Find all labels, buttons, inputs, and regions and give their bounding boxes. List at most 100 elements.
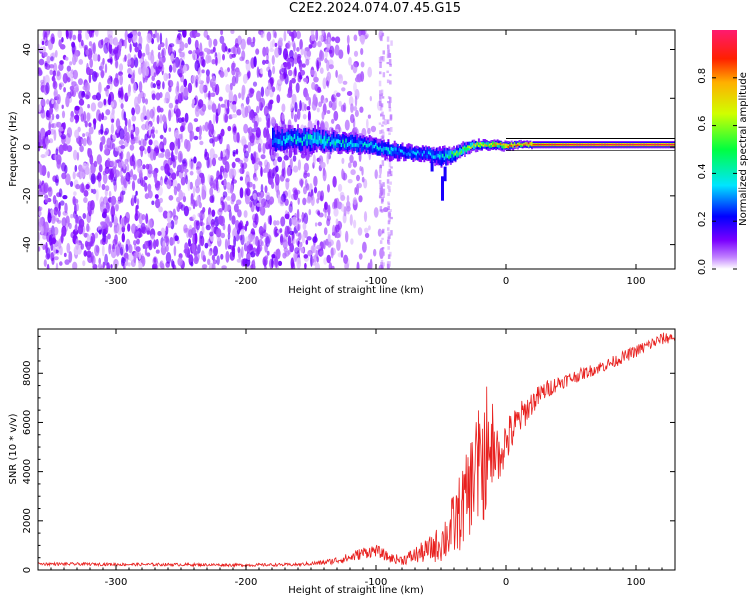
heatmap-noise-cell xyxy=(88,126,94,135)
heatmap-noise-cell xyxy=(177,257,183,266)
heatmap-noise-cell xyxy=(163,72,168,82)
heatmap-noise-cell xyxy=(269,48,274,53)
heatmap-noise-cell xyxy=(350,238,354,245)
heatmap-noise-cell xyxy=(178,73,183,78)
heatmap-noise-cell xyxy=(279,228,283,233)
heatmap-noise-cell xyxy=(87,202,90,214)
heatmap-noise-cell xyxy=(103,196,109,205)
heatmap-noise-cell xyxy=(168,79,174,88)
heatmap-ridge-cell xyxy=(395,147,398,151)
heatmap-noise-cell xyxy=(141,214,146,221)
heatmap-noise-cell xyxy=(47,227,53,234)
heatmap-noise-cell xyxy=(305,92,310,101)
heatmap-noise-cell xyxy=(289,217,292,227)
heatmap-ridge-cell xyxy=(409,153,412,157)
heatmap-noise-cell xyxy=(379,209,383,212)
heatmap-noise-cell xyxy=(101,245,105,257)
heatmap-noise-cell xyxy=(53,245,56,256)
heatmap-noise-cell xyxy=(294,66,297,77)
heatmap-noise-cell xyxy=(40,98,46,108)
heatmap-noise-cell xyxy=(172,62,177,73)
heatmap-noise-cell xyxy=(352,197,358,206)
heatmap-noise-cell xyxy=(359,165,363,172)
heatmap-ridge-cell xyxy=(293,134,296,139)
heatmap-noise-cell xyxy=(317,221,322,227)
heatmap-ridge-cell xyxy=(599,143,602,146)
heatmap-noise-cell xyxy=(177,93,183,104)
heatmap-noise-cell xyxy=(326,153,330,165)
heatmap-noise-cell xyxy=(158,144,163,149)
heatmap-noise-cell xyxy=(147,163,153,175)
heatmap-noise-cell xyxy=(362,241,367,253)
heatmap-ridge-cell xyxy=(432,151,435,159)
heatmap-noise-cell xyxy=(387,184,390,189)
heatmap-noise-cell xyxy=(205,69,210,77)
heatmap-noise-cell xyxy=(293,51,298,63)
heatmap-noise-cell xyxy=(266,132,271,145)
heatmap-ridge-cell xyxy=(312,138,315,144)
heatmap-noise-cell xyxy=(118,63,124,72)
heatmap-noise-cell xyxy=(137,31,141,37)
heatmap-noise-cell xyxy=(105,202,110,213)
heatmap-noise-cell xyxy=(299,100,302,112)
heatmap-noise-cell xyxy=(389,209,392,212)
heatmap-noise-cell xyxy=(38,67,42,77)
heatmap-ridge-cell xyxy=(385,146,388,151)
heatmap-noise-cell xyxy=(48,121,51,132)
heatmap-ridge-cell xyxy=(446,154,449,158)
heatmap-noise-cell xyxy=(100,221,107,230)
heatmap-noise-cell xyxy=(135,246,141,253)
heatmap-ridge-cell xyxy=(619,143,622,146)
heatmap-noise-cell xyxy=(174,216,178,225)
heatmap-noise-cell xyxy=(181,159,186,164)
heatmap-ridge-cell xyxy=(646,143,649,146)
heatmap-noise-cell xyxy=(336,239,341,251)
heatmap-noise-cell xyxy=(132,30,137,36)
heatmap-noise-cell xyxy=(301,63,306,68)
heatmap-noise-cell xyxy=(323,121,329,131)
heatmap-noise-cell xyxy=(142,138,147,147)
heatmap-noise-cell xyxy=(132,82,137,94)
heatmap-noise-cell xyxy=(124,217,130,224)
heatmap-noise-cell xyxy=(86,223,90,232)
heatmap-ridge-cell xyxy=(321,129,324,146)
heatmap-noise-cell xyxy=(263,259,267,268)
heatmap-noise-cell xyxy=(89,30,93,38)
heatmap-noise-cell xyxy=(169,169,174,174)
heatmap-noise-cell xyxy=(79,167,83,172)
heatmap-noise-cell xyxy=(230,30,235,34)
heatmap-noise-cell xyxy=(162,240,166,249)
heatmap-noise-cell xyxy=(338,100,342,107)
heatmap-ridge-cell xyxy=(492,145,494,147)
colorbar-label: Normalized spectral amplitude xyxy=(738,72,749,226)
heatmap-noise-cell xyxy=(208,250,212,257)
heatmap-noise-cell xyxy=(239,167,245,175)
heatmap-noise-cell xyxy=(176,183,181,192)
heatmap-noise-cell xyxy=(356,182,362,189)
heatmap-noise-cell xyxy=(46,55,51,64)
heatmap-ridge-cell xyxy=(289,134,292,145)
heatmap-noise-cell xyxy=(255,157,261,165)
heatmap-noise-cell xyxy=(72,171,76,180)
heatmap-noise-cell xyxy=(380,259,384,262)
heatmap-noise-cell xyxy=(63,87,66,93)
heatmap-noise-cell xyxy=(44,193,49,204)
heatmap-ridge-cell xyxy=(557,143,560,146)
heatmap-noise-cell xyxy=(346,91,353,96)
heatmap-noise-cell xyxy=(45,63,51,70)
heatmap-noise-cell xyxy=(131,153,135,162)
heatmap-noise-cell xyxy=(366,118,369,129)
heatmap-noise-cell xyxy=(110,123,114,135)
heatmap-noise-cell xyxy=(300,102,306,112)
heatmap-noise-cell xyxy=(297,224,300,231)
heatmap-noise-cell xyxy=(84,120,88,128)
heatmap-noise-cell xyxy=(291,31,295,42)
heatmap-noise-cell xyxy=(314,262,320,269)
heatmap-ridge-cell xyxy=(621,143,624,146)
heatmap-noise-cell xyxy=(84,82,90,93)
heatmap-noise-cell xyxy=(260,68,263,75)
heatmap-noise-cell xyxy=(88,41,93,47)
heatmap-ridge-cell xyxy=(459,152,462,155)
heatmap-ridge-cell xyxy=(354,137,357,146)
heatmap-noise-cell xyxy=(195,74,199,83)
